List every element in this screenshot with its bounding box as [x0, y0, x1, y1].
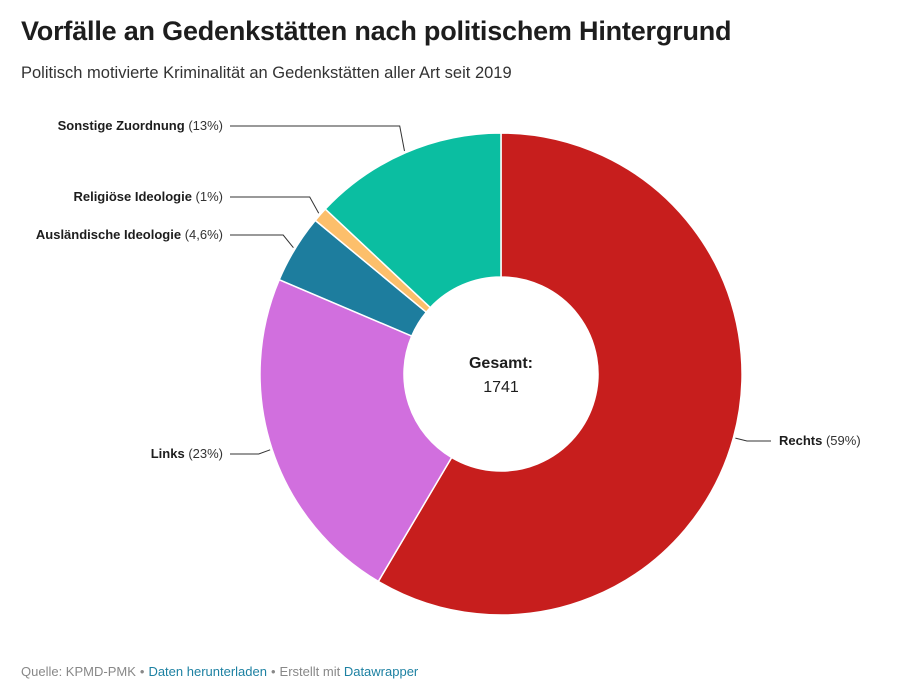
slice-rechts[interactable] [377, 132, 743, 616]
label-name: Links [151, 446, 189, 461]
leader-line-links [230, 449, 271, 455]
slice-labels: Rechts (59%) Links (23%) Ausländische Ideo… [36, 118, 861, 461]
created-with-text: Erstellt mit [279, 664, 341, 679]
donut-slices [259, 132, 743, 616]
leader-line-religiose-ideologie [230, 196, 320, 214]
label-leader-lines [230, 125, 771, 455]
center-total-label: Gesamt: [469, 355, 533, 372]
datawrapper-link[interactable]: Datawrapper [343, 664, 419, 679]
chart-title: Vorfälle an Gedenkstätten nach politisch… [21, 16, 732, 46]
download-data-link[interactable]: Daten herunterladen [148, 664, 267, 679]
label-name: Sonstige Zuordnung [58, 118, 189, 133]
footer-separator: • [139, 664, 145, 679]
slice-sonstige-zuordnung[interactable] [324, 132, 502, 309]
source-text: Quelle: KPMD-PMK [21, 664, 136, 679]
label-sonstige-zuordnung: Sonstige Zuordnung (13%) [58, 118, 223, 133]
label-links: Links (23%) [151, 446, 223, 461]
label-percent: (13%) [188, 118, 223, 133]
label-auslandische-ideologie: Ausländische Ideologie (4,6%) [36, 227, 223, 242]
label-percent: (1%) [196, 189, 223, 204]
label-percent: (59%) [826, 433, 861, 448]
label-percent: (4,6%) [185, 227, 223, 242]
label-rechts: Rechts (59%) [779, 433, 861, 448]
label-percent: (23%) [188, 446, 223, 461]
label-religiose-ideologie: Religiöse Ideologie (1%) [73, 189, 223, 204]
slice-links[interactable] [259, 278, 453, 583]
leader-line-auslandische-ideologie [230, 234, 294, 248]
donut-chart: Rechts (59%) Links (23%) Ausländische Ideo… [36, 118, 861, 616]
footer-separator: • [270, 664, 276, 679]
leader-line-sonstige-zuordnung [230, 125, 405, 152]
chart-footer: Quelle: KPMD-PMK • Daten herunterladen • Ers… [21, 664, 418, 679]
label-name: Rechts [779, 433, 826, 448]
label-name: Religiöse Ideologie [73, 189, 195, 204]
center-total-value: 1741 [483, 379, 519, 396]
leader-line-rechts [735, 437, 771, 442]
chart-subtitle: Politisch motivierte Kriminalität an Ged… [21, 64, 512, 82]
label-name: Ausländische Ideologie [36, 227, 185, 242]
